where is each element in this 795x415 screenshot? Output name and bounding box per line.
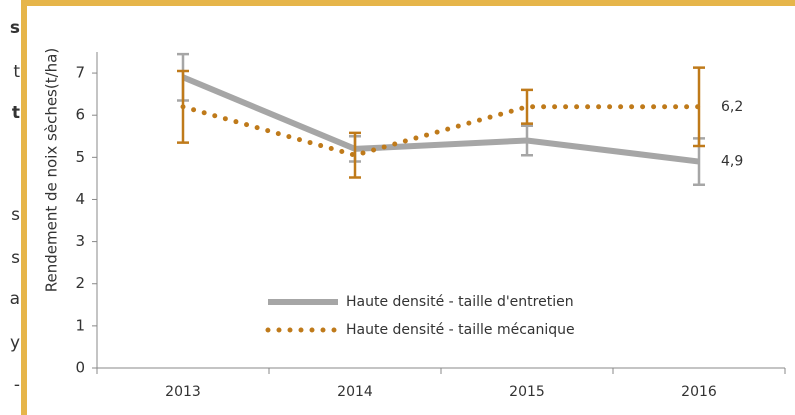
error-bar bbox=[693, 66, 705, 148]
side-text: - bbox=[14, 375, 20, 395]
side-text: t bbox=[12, 103, 20, 123]
series-line bbox=[180, 104, 702, 158]
x-tick-label: 2015 bbox=[509, 384, 545, 400]
y-tick-label: 7 bbox=[75, 64, 85, 82]
side-text: a bbox=[10, 289, 20, 309]
y-tick-label: 5 bbox=[75, 148, 85, 166]
y-tick-label: 3 bbox=[75, 232, 85, 250]
frame bbox=[21, 0, 795, 415]
error-bar bbox=[521, 88, 533, 125]
y-axis-label: Rendement de noix sèches(t/ha) bbox=[43, 48, 61, 292]
legend-label: Haute densité - taille mécanique bbox=[346, 322, 575, 338]
x-tick-label: 2013 bbox=[165, 384, 201, 400]
data-label: 6,2 bbox=[721, 99, 743, 115]
side-text: y bbox=[10, 333, 20, 353]
y-tick-label: 6 bbox=[75, 106, 85, 124]
y-tick-label: 4 bbox=[75, 190, 85, 208]
error-bar bbox=[177, 69, 189, 144]
side-text: s bbox=[10, 18, 20, 38]
side-text: s bbox=[11, 205, 20, 225]
series-line bbox=[181, 74, 700, 165]
y-tick-label: 2 bbox=[75, 274, 85, 292]
error-bar bbox=[349, 131, 361, 179]
legend-label: Haute densité - taille d'entretien bbox=[346, 294, 574, 310]
data-label: 4,9 bbox=[721, 154, 743, 170]
side-text: s bbox=[11, 248, 20, 268]
error-bar bbox=[521, 124, 533, 157]
x-tick-label: 2016 bbox=[681, 384, 717, 400]
side-text: t bbox=[13, 62, 20, 82]
y-tick-label: 0 bbox=[75, 359, 85, 377]
y-tick-label: 1 bbox=[75, 316, 85, 334]
x-tick-label: 2014 bbox=[337, 384, 373, 400]
